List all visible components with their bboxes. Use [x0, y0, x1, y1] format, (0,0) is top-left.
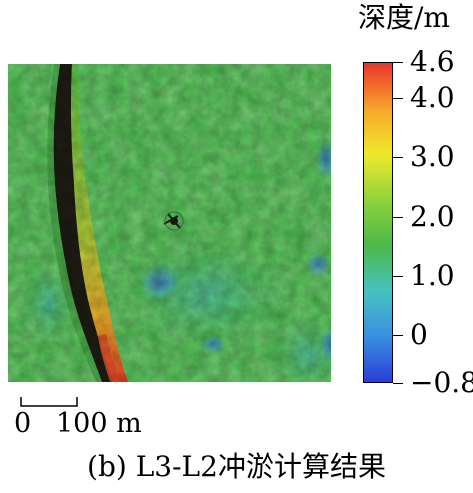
colorbar-tick — [393, 383, 403, 384]
colorbar-tick-label: 0 — [410, 318, 428, 352]
colorbar-tick-label: −0.8 — [410, 366, 473, 399]
colorbar-gradient — [363, 62, 393, 383]
figure-caption: (b) L3-L2冲淤计算结果 — [87, 450, 386, 483]
colorbar-tick — [393, 216, 403, 218]
colorbar-tick — [393, 276, 403, 277]
colorbar-tick-label: 1.0 — [410, 259, 455, 292]
colorbar-tick-label: 4.0 — [410, 80, 455, 114]
scale-bar-start-label: 0 — [14, 408, 32, 439]
colorbar-tick — [393, 97, 403, 99]
colorbar-tick-label: 3.0 — [410, 140, 455, 174]
scour-deposition-map — [8, 64, 331, 382]
relief-texture — [8, 64, 331, 382]
colorbar-title: 深度/m — [358, 1, 450, 34]
colorbar-tick — [393, 62, 403, 63]
scale-bar-end-label: 100 m — [56, 408, 142, 439]
colorbar-tick — [393, 335, 403, 337]
colorbar-tick — [393, 157, 403, 159]
colorbar-tick-label: 2.0 — [410, 199, 455, 233]
scale-bar — [20, 397, 78, 407]
colorbar-tick-label: 4.6 — [410, 45, 455, 78]
